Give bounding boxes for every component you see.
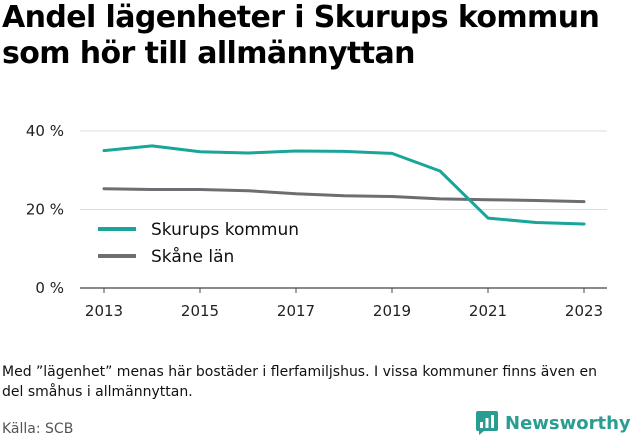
- y-tick-label: 20 %: [26, 201, 64, 219]
- footnote: Med ”lägenhet” menas här bostäder i fler…: [2, 364, 597, 400]
- legend-label: Skurups kommun: [151, 220, 299, 240]
- legend-label: Skåne län: [151, 246, 234, 267]
- x-tick-label: 2013: [85, 302, 123, 320]
- y-tick-label: 0 %: [35, 279, 64, 297]
- line-chart: 0 % 20 % 40 % 2013 2015 2017 2019 2021 2023 Sku…: [26, 122, 607, 320]
- y-axis-ticks: 0 % 20 % 40 %: [26, 122, 64, 297]
- newsworthy-logo-icon: [476, 411, 498, 435]
- x-tick-label: 2017: [277, 302, 315, 320]
- x-tick-label: 2019: [373, 302, 411, 320]
- series-line-skane-lan: [102, 187, 586, 204]
- brand-logo: Newsworthy: [475, 408, 631, 438]
- y-tick-label: 40 %: [26, 122, 64, 140]
- source-label: Källa: SCB: [2, 421, 74, 437]
- series-line-skurups-kommun: [102, 144, 586, 226]
- chart-title: Andel lägenheter i Skurups kommun som hö…: [2, 0, 600, 71]
- brand-name: Newsworthy: [505, 412, 631, 434]
- grid-lines: [80, 130, 607, 289]
- x-tick-label: 2021: [469, 302, 507, 320]
- x-axis-ticks: 2013 2015 2017 2019 2021 2023: [85, 288, 603, 320]
- legend: Skurups kommun Skåne län: [98, 220, 299, 267]
- x-tick-label: 2015: [181, 302, 219, 320]
- series-lines: [102, 144, 586, 226]
- x-tick-label: 2023: [565, 302, 603, 320]
